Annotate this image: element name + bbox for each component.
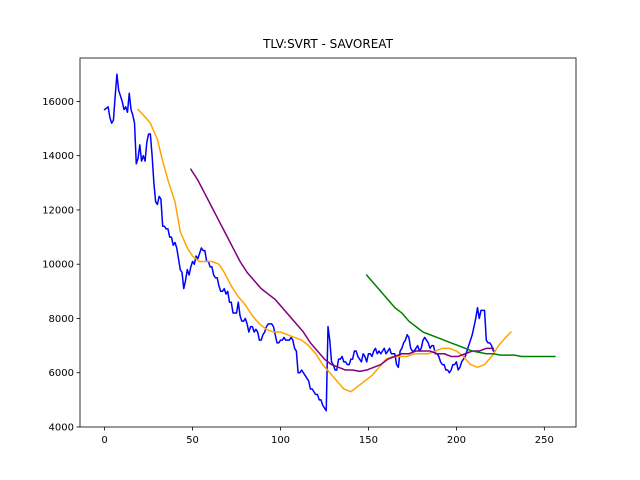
x-tick-label: 0: [101, 435, 107, 446]
y-tick-label: 16000: [42, 97, 74, 108]
x-tick-label: 100: [271, 435, 290, 446]
y-tick-label: 8000: [49, 314, 74, 325]
x-tick-label: 50: [186, 435, 199, 446]
y-tick-label: 4000: [49, 423, 74, 434]
axes-layer: 0 50 100 150 200 250 4000 6000 8000 10000 12000 140…: [42, 57, 577, 446]
plot-frame: [79, 57, 577, 428]
y-tick-label: 6000: [49, 368, 74, 379]
x-tick-label: 250: [535, 435, 554, 446]
series-line-1: [103, 73, 496, 412]
series-line-2: [136, 108, 512, 393]
y-tick-label: 14000: [42, 151, 74, 162]
series-line-3: [189, 168, 495, 373]
series-layer: [103, 73, 556, 412]
x-tick-label: 150: [359, 435, 378, 446]
y-tick-label: 12000: [42, 205, 74, 216]
series-line-4: [365, 274, 556, 358]
chart-title: TLV:SVRT - SAVOREAT: [262, 37, 393, 51]
x-tick-label: 200: [447, 435, 466, 446]
y-tick-label: 10000: [42, 260, 74, 271]
